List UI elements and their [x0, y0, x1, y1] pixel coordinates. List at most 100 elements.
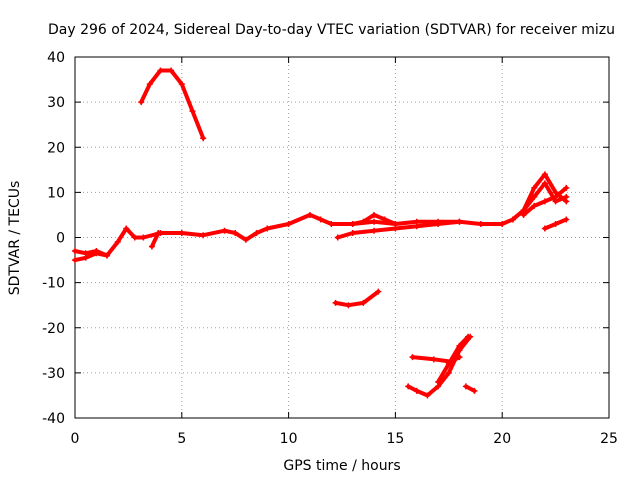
chart-title: Day 296 of 2024, Sidereal Day-to-day VTE…: [48, 22, 615, 38]
data-point: [520, 211, 527, 218]
data-point: [104, 252, 111, 259]
x-tick-label: 10: [280, 431, 298, 447]
data-point: [189, 108, 196, 115]
data-point: [131, 234, 138, 241]
data-point: [349, 220, 356, 227]
data-point: [200, 232, 207, 239]
data-point: [499, 220, 506, 227]
data-point: [563, 198, 570, 205]
data-point: [477, 220, 484, 227]
data-point: [349, 229, 356, 236]
series-neg-28: [436, 334, 470, 384]
data-point: [371, 211, 378, 218]
y-tick-label: 20: [47, 140, 65, 156]
ticks: 0 5 10 15 20 25 -40 -30 -20 -10 0 10 20 30 40: [42, 50, 618, 447]
data-point: [509, 216, 516, 223]
x-tick-label: 20: [493, 431, 511, 447]
data-point: [445, 360, 452, 367]
y-tick-label: -20: [42, 321, 65, 337]
data-point: [317, 216, 324, 223]
data-point: [168, 67, 175, 74]
data-point: [334, 234, 341, 241]
data-point: [200, 135, 207, 142]
data-point: [465, 333, 472, 340]
data-point: [424, 392, 431, 399]
data-point: [445, 369, 452, 376]
data-point: [178, 229, 185, 236]
data-point: [345, 302, 352, 309]
data-point: [93, 250, 100, 257]
data-point: [531, 193, 538, 200]
data-point: [72, 257, 78, 264]
data-point: [531, 184, 538, 191]
data-point: [435, 220, 442, 227]
x-axis-label: GPS time / hours: [283, 458, 400, 474]
x-tick-label: 0: [71, 431, 80, 447]
data-point: [462, 383, 469, 390]
data-point: [456, 218, 463, 225]
x-tick-label: 25: [600, 431, 618, 447]
data-point: [405, 383, 412, 390]
data-point: [375, 288, 382, 295]
y-tick-label: -10: [42, 276, 65, 292]
y-tick-label: 30: [47, 95, 65, 111]
data-point: [531, 202, 538, 209]
y-tick-label: 0: [56, 231, 65, 247]
data-point: [146, 81, 153, 88]
data-point: [541, 198, 548, 205]
data-point: [123, 225, 130, 232]
data-point: [563, 216, 570, 223]
data-point: [232, 229, 239, 236]
x-tick-label: 15: [386, 431, 404, 447]
data-point: [456, 342, 463, 349]
data-point: [82, 254, 89, 261]
data-point: [381, 216, 388, 223]
data-point: [360, 299, 367, 306]
data-point: [148, 243, 155, 250]
data-point: [328, 220, 335, 227]
y-tick-label: -40: [42, 411, 65, 427]
data-point: [471, 387, 478, 394]
data-point: [541, 180, 548, 187]
data-point: [552, 220, 559, 227]
data-point: [563, 184, 570, 191]
x-tick-label: 5: [177, 431, 186, 447]
data-point: [157, 67, 164, 74]
data-point: [413, 223, 420, 230]
data-point: [413, 387, 420, 394]
y-tick-label: -30: [42, 366, 65, 382]
y-tick-label: 40: [47, 50, 65, 66]
series-baseline-low: [73, 251, 109, 263]
series-dip: [149, 231, 161, 249]
data-point: [371, 227, 378, 234]
data-point: [242, 236, 249, 243]
data-point: [155, 229, 162, 236]
data-point: [371, 218, 378, 225]
data-point: [178, 81, 185, 88]
data-point: [221, 227, 228, 234]
data-point: [72, 248, 78, 255]
data-point: [253, 229, 260, 236]
data-point: [285, 220, 292, 227]
data-series: [72, 67, 570, 399]
data-point: [552, 193, 559, 200]
data-point: [360, 218, 367, 225]
data-point: [392, 220, 399, 227]
series-baseline: [73, 181, 569, 258]
grid: [75, 57, 609, 418]
series-arc-up: [139, 68, 206, 141]
data-point: [541, 171, 548, 178]
data-point: [264, 225, 271, 232]
data-point: [435, 378, 442, 385]
data-point: [140, 234, 147, 241]
data-point: [114, 239, 121, 246]
data-point: [409, 354, 416, 361]
data-point: [430, 356, 437, 363]
data-point: [138, 99, 145, 106]
y-tick-label: 10: [47, 185, 65, 201]
y-axis-label: SDTVAR / TECUs: [7, 181, 23, 296]
data-point: [541, 225, 548, 232]
series-neg-15: [333, 289, 381, 308]
data-point: [332, 299, 339, 306]
